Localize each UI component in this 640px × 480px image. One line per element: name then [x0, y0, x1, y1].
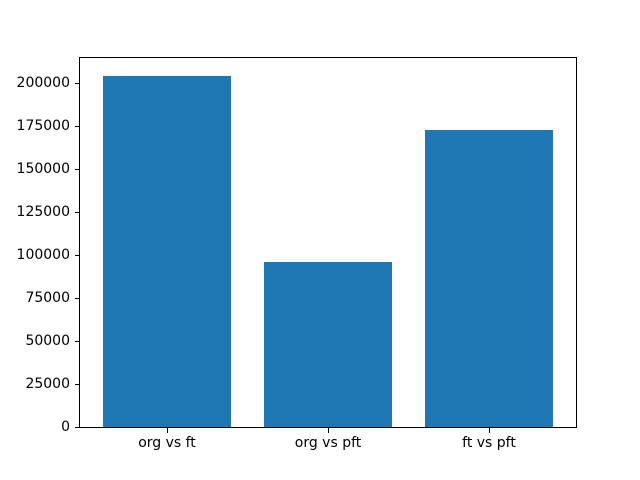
bar-org-vs-ft: [102, 75, 232, 427]
y-tick-mark: [75, 82, 80, 84]
bar-org-vs-pft: [263, 262, 393, 427]
y-tick-label: 75000: [25, 290, 70, 307]
y-tick-label: 175000: [16, 118, 70, 135]
bar-ft-vs-pft: [424, 129, 554, 427]
y-tick-label: 100000: [16, 247, 70, 264]
y-tick-label: 0: [61, 419, 70, 435]
y-tick-label: 50000: [25, 333, 70, 350]
y-tick-mark: [75, 297, 80, 299]
x-tick-label-ft-vs-pft: ft vs pft: [462, 435, 516, 451]
x-tick-mark: [488, 428, 490, 433]
y-tick-label: 125000: [16, 204, 70, 221]
y-tick-mark: [75, 383, 80, 385]
y-tick-mark: [75, 211, 80, 213]
y-tick-mark: [75, 254, 80, 256]
y-tick-mark: [75, 125, 80, 127]
x-tick-label-org-vs-ft: org vs ft: [138, 435, 196, 451]
y-tick-mark: [75, 168, 80, 170]
y-tick-label: 200000: [16, 75, 70, 92]
y-tick-label: 25000: [25, 376, 70, 392]
x-tick-label-org-vs-pft: org vs pft: [294, 435, 362, 451]
x-tick-mark: [327, 428, 329, 433]
y-tick-label: 150000: [16, 161, 70, 178]
y-tick-mark: [75, 340, 80, 342]
y-tick-mark: [75, 426, 80, 428]
x-tick-mark: [166, 428, 168, 433]
